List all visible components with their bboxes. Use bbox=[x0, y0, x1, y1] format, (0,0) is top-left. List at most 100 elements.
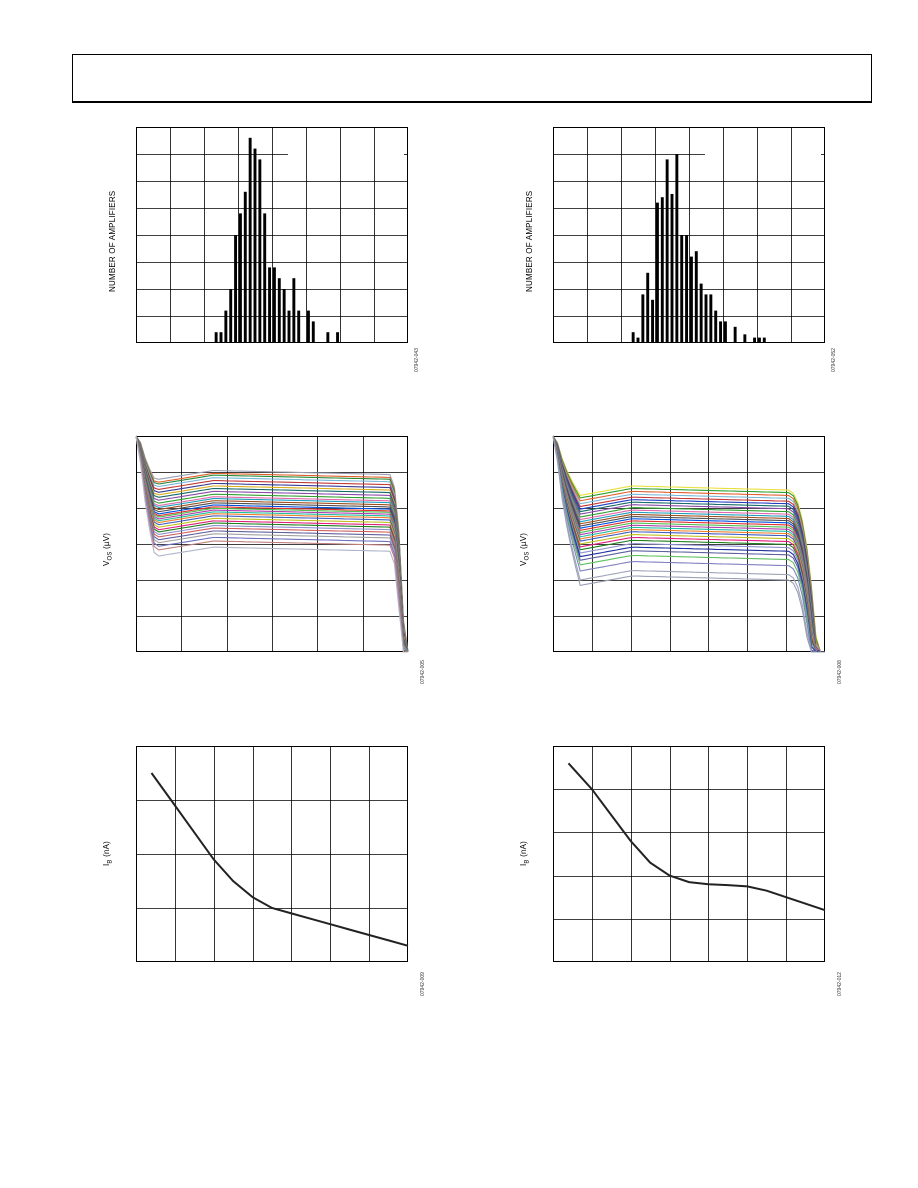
vos-plot-right bbox=[552, 435, 825, 653]
vos-right-figure-id: 07942-008 bbox=[837, 660, 843, 684]
histogram-bar bbox=[219, 332, 223, 343]
vos-series-line bbox=[135, 435, 408, 653]
vos-series-line bbox=[552, 435, 825, 653]
vos-left-plot bbox=[135, 435, 409, 653]
histogram-bar bbox=[263, 213, 267, 343]
vos-series-line bbox=[135, 435, 408, 653]
histogram-left-plot bbox=[136, 127, 408, 343]
vos-series-line bbox=[135, 435, 409, 653]
histogram-bar bbox=[689, 256, 693, 343]
ib-series-line bbox=[567, 762, 826, 912]
histogram-bar bbox=[631, 332, 635, 343]
histogram-bar bbox=[651, 299, 655, 343]
plot-frame bbox=[136, 127, 408, 343]
histogram-bar bbox=[655, 202, 659, 343]
vos-series-line bbox=[135, 435, 408, 653]
histogram-bar bbox=[743, 334, 747, 343]
plot-frame bbox=[136, 436, 408, 652]
histogram-left bbox=[136, 127, 408, 343]
histogram-bar bbox=[311, 321, 315, 343]
histogram-bar bbox=[733, 326, 737, 343]
histogram-bar bbox=[709, 294, 713, 343]
histogram-right-plot bbox=[553, 127, 825, 343]
vos-series-line bbox=[552, 435, 825, 653]
histogram-bar bbox=[287, 310, 291, 343]
ib-plot-right bbox=[553, 746, 826, 962]
vos-series-line bbox=[135, 435, 408, 653]
ib-series-line bbox=[150, 772, 409, 947]
histogram-bar bbox=[757, 337, 761, 343]
histogram-bar bbox=[258, 159, 262, 343]
vos-series-line bbox=[552, 435, 825, 653]
vos-series-line bbox=[552, 435, 825, 653]
histogram-bar bbox=[675, 154, 679, 343]
vos-series-line bbox=[552, 435, 825, 653]
page-header-box bbox=[72, 54, 872, 103]
vos-series-line bbox=[552, 435, 825, 653]
vos-series-line bbox=[552, 435, 825, 653]
vos-series-line bbox=[552, 435, 825, 653]
vos-series-line bbox=[135, 435, 409, 653]
vos-series-line bbox=[552, 435, 825, 653]
histogram-bar bbox=[229, 289, 233, 343]
histogram-bar bbox=[665, 159, 669, 343]
vos-series-line bbox=[135, 435, 408, 653]
vos-left-figure-id: 07942-005 bbox=[420, 660, 426, 684]
histogram-bar bbox=[326, 332, 330, 343]
histogram-bar bbox=[660, 197, 664, 343]
histogram-right-figure-id: 07942-052 bbox=[831, 348, 837, 372]
vos-series-line bbox=[552, 435, 825, 653]
histogram-bar bbox=[292, 278, 296, 343]
vos-series-line bbox=[552, 435, 825, 653]
vos-series-line bbox=[135, 435, 409, 653]
histogram-bar bbox=[714, 310, 718, 343]
vos-series-line bbox=[552, 435, 825, 653]
plot-frame bbox=[136, 746, 408, 962]
vos-series-line bbox=[135, 435, 409, 653]
vos-series-line bbox=[135, 435, 408, 653]
vos-series-line bbox=[552, 435, 825, 653]
ib-right-figure-id: 07942-012 bbox=[837, 972, 843, 996]
vos-series-line bbox=[552, 435, 825, 653]
vos-series-line bbox=[135, 435, 408, 653]
histogram-bar bbox=[224, 310, 228, 343]
vos-series-line bbox=[552, 435, 825, 653]
vos-series-line bbox=[135, 435, 409, 653]
vos-series-line bbox=[135, 435, 409, 653]
histogram-bar bbox=[699, 283, 703, 343]
vos-series-line bbox=[135, 435, 408, 653]
vos-series-line bbox=[135, 435, 409, 653]
vos-series-line bbox=[552, 435, 825, 653]
vos-plot-left bbox=[135, 435, 409, 653]
histogram-bar bbox=[704, 294, 708, 343]
vos-series-line bbox=[135, 435, 408, 653]
vos-series-line bbox=[135, 435, 408, 653]
ib-plot-left bbox=[136, 746, 409, 962]
histogram-right-ylabel: NUMBER OF AMPLIFIERS bbox=[525, 190, 534, 292]
histogram-bar bbox=[753, 337, 757, 343]
histogram-bar bbox=[238, 213, 242, 343]
histogram-bar bbox=[297, 310, 301, 343]
histogram-bar bbox=[723, 321, 727, 343]
histogram-left-figure-id: 07942-043 bbox=[414, 348, 420, 372]
vos-series-line bbox=[552, 435, 825, 653]
vos-series-line bbox=[135, 435, 408, 653]
vos-series-line bbox=[135, 435, 408, 653]
histogram-bar bbox=[248, 137, 252, 343]
ib-left-ylabel: IB (nA) bbox=[102, 841, 114, 866]
histogram-bar bbox=[680, 235, 684, 343]
vos-left-ylabel: VOS (µV) bbox=[102, 532, 114, 566]
histogram-bar bbox=[670, 193, 674, 343]
histogram-bar bbox=[268, 267, 272, 343]
vos-series-line bbox=[135, 435, 408, 653]
histogram-bar bbox=[272, 267, 276, 343]
vos-series-line bbox=[135, 435, 409, 653]
histogram-bar bbox=[243, 191, 247, 343]
histogram-bar bbox=[234, 235, 238, 343]
vos-series-line bbox=[135, 435, 408, 653]
histogram-bar bbox=[719, 321, 723, 343]
vos-series-line bbox=[552, 435, 825, 653]
vos-series-line bbox=[552, 435, 825, 653]
ib-right-plot bbox=[553, 746, 826, 962]
histogram-right bbox=[553, 127, 825, 343]
